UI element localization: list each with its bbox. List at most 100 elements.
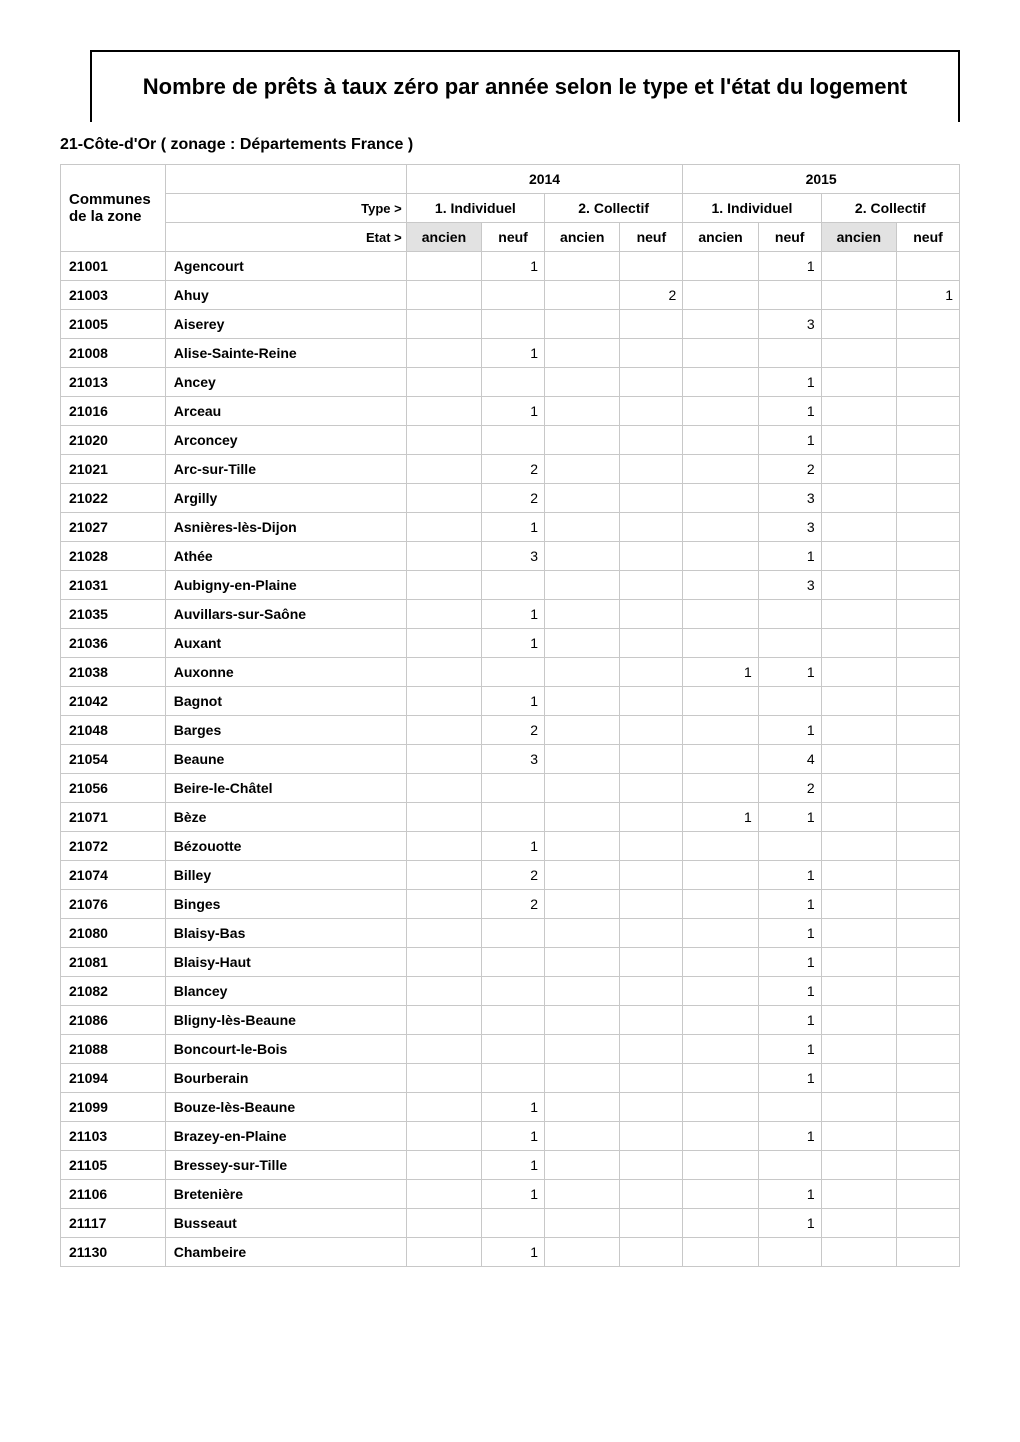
commune-name: Arc-sur-Tille — [165, 455, 406, 484]
value-cell: 2 — [620, 281, 683, 310]
value-cell: 2 — [482, 716, 545, 745]
value-cell — [683, 890, 758, 919]
value-cell — [821, 1238, 896, 1267]
commune-code: 21081 — [61, 948, 166, 977]
value-cell — [620, 687, 683, 716]
table-row: 21048Barges21 — [61, 716, 960, 745]
commune-name: Ancey — [165, 368, 406, 397]
value-cell: 1 — [482, 1122, 545, 1151]
value-cell — [406, 1238, 481, 1267]
type-group-2015-individuel: 1. Individuel — [683, 194, 821, 223]
row-header-label: Communes de la zone — [61, 165, 166, 252]
value-cell — [545, 542, 620, 571]
value-cell — [758, 281, 821, 310]
value-cell — [897, 339, 960, 368]
value-cell — [482, 774, 545, 803]
value-cell — [406, 397, 481, 426]
value-cell — [897, 890, 960, 919]
value-cell — [683, 1035, 758, 1064]
commune-code: 21035 — [61, 600, 166, 629]
commune-code: 21027 — [61, 513, 166, 542]
value-cell — [545, 745, 620, 774]
value-cell: 1 — [758, 803, 821, 832]
value-cell: 1 — [758, 658, 821, 687]
value-cell — [821, 658, 896, 687]
value-cell — [897, 252, 960, 281]
table-row: 21081Blaisy-Haut1 — [61, 948, 960, 977]
value-cell — [897, 484, 960, 513]
value-cell — [821, 1035, 896, 1064]
value-cell — [821, 281, 896, 310]
commune-name: Alise-Sainte-Reine — [165, 339, 406, 368]
value-cell — [406, 687, 481, 716]
value-cell — [482, 310, 545, 339]
value-cell: 3 — [758, 571, 821, 600]
value-cell: 1 — [482, 1238, 545, 1267]
commune-code: 21028 — [61, 542, 166, 571]
value-cell — [545, 1035, 620, 1064]
row-header-spacer-top — [165, 165, 406, 194]
value-cell — [482, 803, 545, 832]
value-cell — [897, 1209, 960, 1238]
commune-name: Billey — [165, 861, 406, 890]
value-cell — [821, 455, 896, 484]
page-title: Nombre de prêts à taux zéro par année se… — [102, 74, 948, 100]
value-cell — [620, 1151, 683, 1180]
value-cell — [545, 803, 620, 832]
value-cell — [620, 803, 683, 832]
value-cell: 3 — [758, 310, 821, 339]
value-cell — [406, 948, 481, 977]
value-cell — [545, 890, 620, 919]
commune-code: 21031 — [61, 571, 166, 600]
value-cell — [406, 1209, 481, 1238]
value-cell — [482, 1035, 545, 1064]
value-cell — [406, 368, 481, 397]
value-cell — [620, 484, 683, 513]
value-cell: 1 — [897, 281, 960, 310]
value-cell — [821, 687, 896, 716]
value-cell — [683, 774, 758, 803]
value-cell — [683, 687, 758, 716]
value-cell — [821, 484, 896, 513]
value-cell: 1 — [758, 1180, 821, 1209]
value-cell — [406, 513, 481, 542]
value-cell — [683, 948, 758, 977]
value-cell — [758, 600, 821, 629]
value-cell: 1 — [758, 426, 821, 455]
value-cell — [406, 281, 481, 310]
table-body: 21001Agencourt1121003Ahuy2121005Aiserey3… — [61, 252, 960, 1267]
value-cell — [897, 1180, 960, 1209]
value-cell — [620, 977, 683, 1006]
value-cell — [821, 1180, 896, 1209]
commune-code: 21072 — [61, 832, 166, 861]
value-cell — [758, 629, 821, 658]
value-cell — [545, 861, 620, 890]
commune-code: 21022 — [61, 484, 166, 513]
value-cell — [897, 513, 960, 542]
value-cell — [406, 832, 481, 861]
value-cell: 1 — [758, 397, 821, 426]
value-cell — [821, 716, 896, 745]
value-cell — [897, 629, 960, 658]
value-cell — [821, 629, 896, 658]
value-cell — [897, 1238, 960, 1267]
value-cell — [545, 368, 620, 397]
value-cell: 3 — [758, 484, 821, 513]
table-row: 21020Arconcey1 — [61, 426, 960, 455]
commune-name: Blancey — [165, 977, 406, 1006]
table-row: 21056Beire-le-Châtel2 — [61, 774, 960, 803]
value-cell: 1 — [758, 1122, 821, 1151]
value-cell — [683, 571, 758, 600]
value-cell: 1 — [758, 861, 821, 890]
commune-name: Bagnot — [165, 687, 406, 716]
commune-code: 21042 — [61, 687, 166, 716]
value-cell — [821, 397, 896, 426]
value-cell — [897, 1006, 960, 1035]
value-cell: 1 — [482, 1180, 545, 1209]
table-row: 21072Bézouotte1 — [61, 832, 960, 861]
value-cell — [683, 368, 758, 397]
value-cell: 2 — [482, 484, 545, 513]
value-cell — [620, 629, 683, 658]
table-row: 21027Asnières-lès-Dijon13 — [61, 513, 960, 542]
value-cell — [758, 832, 821, 861]
